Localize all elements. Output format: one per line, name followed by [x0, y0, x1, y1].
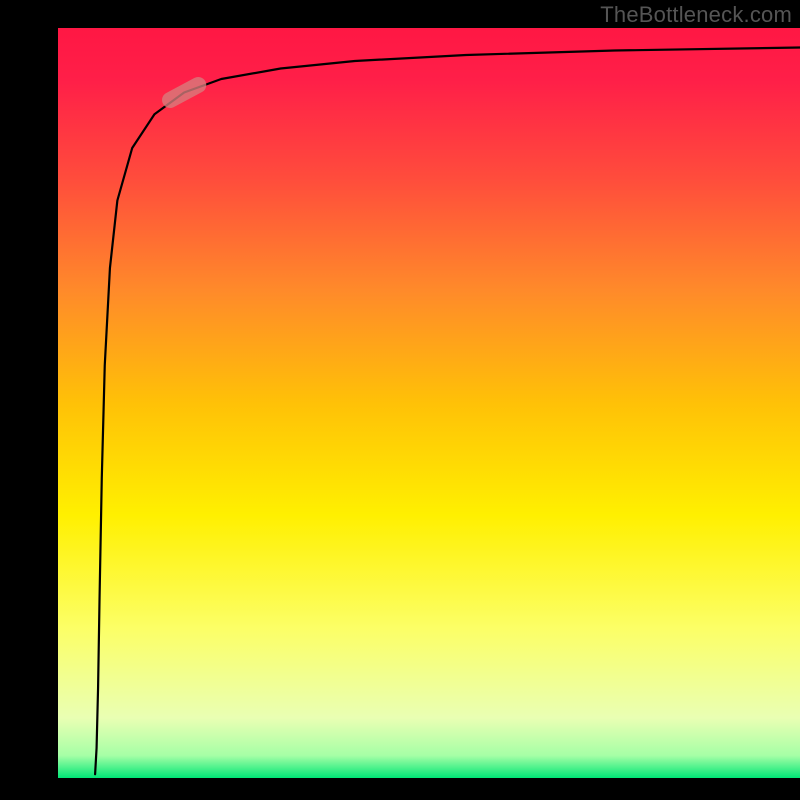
plot-background: [58, 28, 800, 778]
frame-left: [0, 0, 58, 800]
watermark-text: TheBottleneck.com: [600, 2, 792, 28]
frame-bottom: [0, 778, 800, 800]
chart-root: TheBottleneck.com: [0, 0, 800, 800]
bottleneck-chart: [0, 0, 800, 800]
